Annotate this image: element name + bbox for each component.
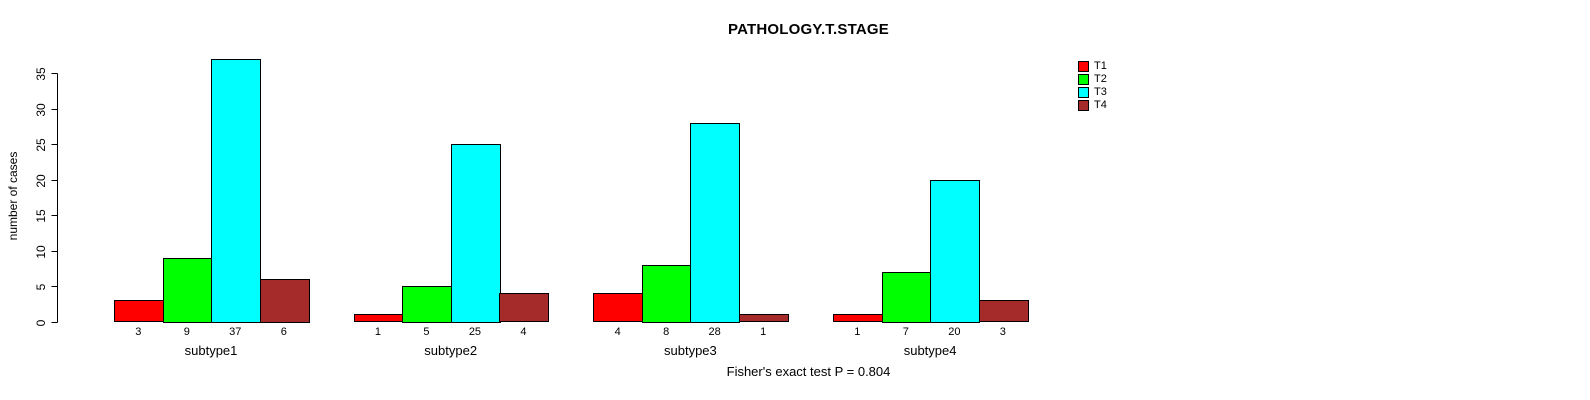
bar-t3-subtype1 bbox=[211, 59, 261, 323]
legend-item-t4: T4 bbox=[1078, 99, 1107, 112]
bar-value-label: 1 bbox=[374, 326, 381, 338]
bar-t2-subtype1 bbox=[163, 258, 213, 323]
bar-t3-subtype2 bbox=[451, 144, 501, 323]
bar-t3-subtype4 bbox=[930, 180, 980, 323]
bar-value-label: 25 bbox=[468, 326, 482, 338]
legend-item-t2: T2 bbox=[1078, 73, 1107, 86]
legend-item-t3: T3 bbox=[1078, 86, 1107, 99]
bar-value-label: 1 bbox=[854, 326, 861, 338]
bar-value-label: 28 bbox=[708, 326, 721, 338]
bar-value-label: 9 bbox=[183, 326, 190, 338]
y-tick-label: 20 bbox=[34, 173, 48, 188]
bar-value-label: 3 bbox=[135, 326, 142, 338]
bar-value-label: 3 bbox=[999, 326, 1006, 338]
legend-swatch-t2 bbox=[1078, 74, 1089, 85]
bar-t2-subtype4 bbox=[882, 272, 932, 323]
bar-t4-subtype4 bbox=[979, 300, 1029, 322]
x-category-label: subtype4 bbox=[903, 343, 957, 358]
bar-t1-subtype3 bbox=[593, 293, 643, 322]
bar-value-label: 5 bbox=[423, 326, 430, 338]
y-tick-label: 25 bbox=[34, 137, 48, 152]
bar-t2-subtype3 bbox=[642, 265, 692, 323]
x-category-label: subtype2 bbox=[424, 343, 478, 358]
bar-value-label: 4 bbox=[520, 326, 527, 338]
bar-t1-subtype4 bbox=[833, 314, 883, 322]
legend-swatch-t4 bbox=[1078, 100, 1089, 111]
fisher-test-annotation: Fisher's exact test P = 0.804 bbox=[726, 364, 891, 379]
bar-t4-subtype1 bbox=[260, 279, 310, 323]
legend-label-t4: T4 bbox=[1094, 99, 1107, 111]
legend-swatch-t3 bbox=[1078, 87, 1089, 98]
legend-label-t2: T2 bbox=[1094, 73, 1107, 85]
bar-value-label: 37 bbox=[229, 326, 242, 338]
y-tick-label: 0 bbox=[34, 319, 48, 326]
bar-value-label: 4 bbox=[614, 326, 621, 338]
legend-label-t3: T3 bbox=[1094, 86, 1107, 98]
y-tick-label: 5 bbox=[34, 283, 48, 290]
legend: T1 T2 T3 T4 bbox=[1078, 60, 1107, 112]
legend-item-t1: T1 bbox=[1078, 60, 1107, 73]
bar-t1-subtype2 bbox=[354, 314, 404, 322]
bar-value-label: 7 bbox=[902, 326, 909, 338]
y-tick-label: 30 bbox=[34, 102, 48, 117]
y-tick-label: 15 bbox=[34, 208, 48, 223]
bar-t1-subtype1 bbox=[114, 300, 164, 322]
x-category-label: subtype3 bbox=[664, 343, 717, 358]
bar-value-label: 8 bbox=[663, 326, 670, 338]
bar-value-label: 1 bbox=[760, 326, 767, 338]
bar-t3-subtype3 bbox=[690, 123, 740, 323]
bar-t4-subtype2 bbox=[499, 293, 549, 322]
bar-value-label: 20 bbox=[948, 326, 961, 338]
legend-swatch-t1 bbox=[1078, 61, 1089, 72]
y-tick-label: 10 bbox=[34, 244, 48, 259]
y-tick-label: 35 bbox=[34, 66, 48, 81]
legend-label-t1: T1 bbox=[1094, 60, 1107, 72]
bar-value-label: 6 bbox=[280, 326, 287, 338]
bar-t2-subtype2 bbox=[402, 286, 452, 323]
bar-t4-subtype3 bbox=[739, 314, 789, 322]
x-category-label: subtype1 bbox=[184, 343, 238, 358]
chart-title: PATHOLOGY.T.STAGE bbox=[728, 21, 889, 38]
